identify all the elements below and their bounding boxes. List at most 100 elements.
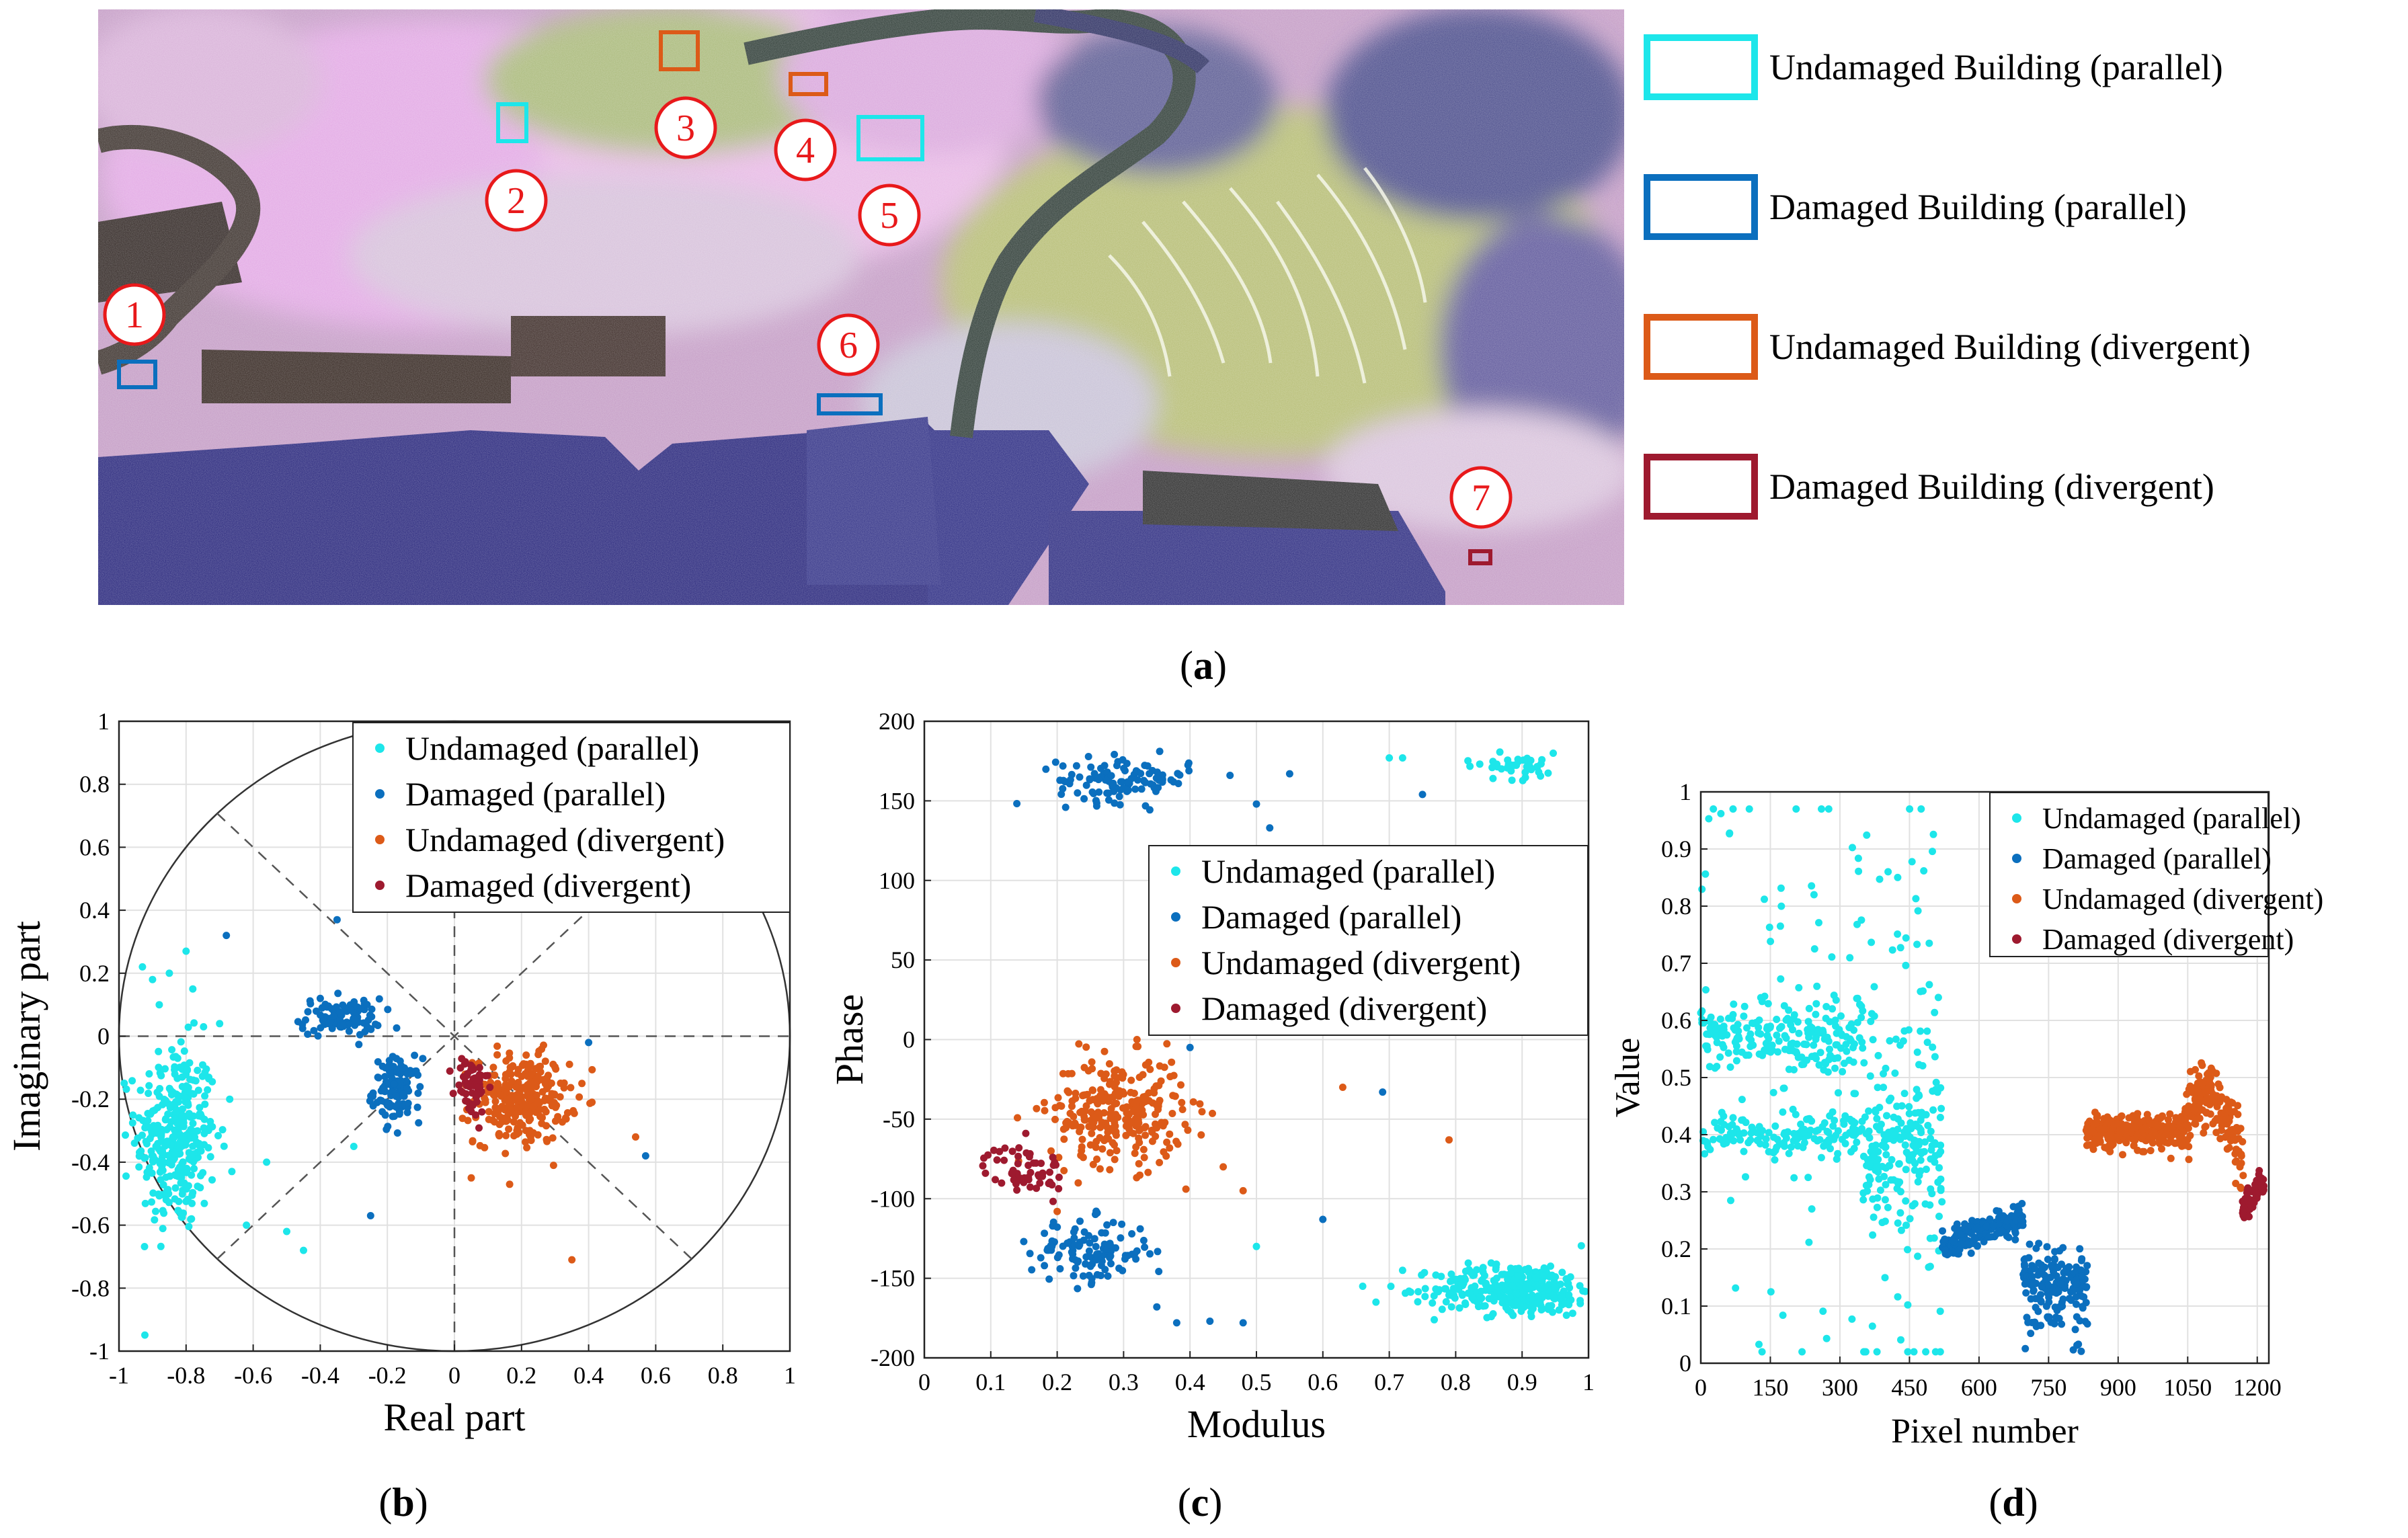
data-point xyxy=(1714,1124,1722,1132)
data-point xyxy=(130,1139,138,1147)
data-point xyxy=(197,1172,204,1180)
data-point xyxy=(1540,1264,1548,1272)
data-point xyxy=(188,1199,196,1207)
marker-label: 5 xyxy=(880,195,899,237)
data-point xyxy=(1702,1042,1710,1050)
data-point xyxy=(1914,907,1922,915)
x-tick-label: 0.8 xyxy=(708,1362,738,1389)
data-point xyxy=(1134,1043,1142,1051)
data-point xyxy=(2027,1330,2035,1338)
data-point xyxy=(1000,1156,1008,1164)
data-point xyxy=(1146,806,1154,814)
data-point xyxy=(1094,776,1102,784)
data-point xyxy=(350,1143,358,1150)
marker-circle xyxy=(817,313,880,376)
data-point xyxy=(1118,1220,1126,1228)
data-point xyxy=(1902,1197,1910,1205)
data-point xyxy=(2021,1344,2030,1352)
data-point xyxy=(1047,1242,1055,1250)
data-point xyxy=(1883,1112,1890,1120)
data-point xyxy=(171,1184,179,1192)
data-point xyxy=(1070,1241,1078,1249)
data-point xyxy=(2223,1145,2231,1153)
data-point xyxy=(499,1114,507,1122)
legend-label: Undamaged (parallel) xyxy=(2042,802,2301,835)
data-point xyxy=(1106,1149,1114,1157)
data-point xyxy=(1084,753,1092,760)
data-point xyxy=(1512,1265,1520,1273)
data-point xyxy=(179,1133,187,1141)
data-point xyxy=(2119,1151,2126,1159)
data-point xyxy=(1090,1113,1098,1121)
data-point xyxy=(1973,1242,1981,1250)
data-point xyxy=(2055,1315,2063,1322)
data-point xyxy=(391,1112,398,1121)
data-point xyxy=(194,1182,202,1190)
data-point xyxy=(208,1078,216,1086)
data-point xyxy=(1119,1071,1127,1078)
data-point xyxy=(1905,1110,1913,1118)
data-point xyxy=(1806,1115,1813,1123)
data-point xyxy=(1781,1129,1789,1137)
data-point xyxy=(1728,1014,1736,1022)
data-point xyxy=(1913,1094,1921,1102)
data-point xyxy=(1442,1298,1450,1306)
data-point xyxy=(1057,1102,1066,1110)
data-point xyxy=(1905,1026,1913,1034)
data-point xyxy=(1917,1027,1925,1035)
data-point xyxy=(2165,1116,2172,1124)
data-point xyxy=(1867,1018,1875,1025)
data-point xyxy=(184,1101,192,1109)
data-point xyxy=(528,1070,536,1078)
data-point xyxy=(491,1110,499,1118)
data-point xyxy=(1508,776,1516,784)
data-point xyxy=(472,1092,480,1100)
data-point xyxy=(1789,1047,1797,1055)
data-point xyxy=(1828,953,1836,961)
data-point xyxy=(152,1125,160,1133)
data-point xyxy=(2018,1200,2026,1207)
data-point xyxy=(570,1109,578,1117)
data-point xyxy=(1086,776,1094,784)
data-point xyxy=(505,1125,513,1133)
data-point xyxy=(1742,1173,1749,1181)
y-tick-label: 0.2 xyxy=(1661,1236,1691,1262)
data-point xyxy=(1041,1106,1049,1115)
marker-circle xyxy=(1449,466,1513,529)
data-point xyxy=(1749,1020,1757,1027)
data-point xyxy=(512,1109,520,1117)
data-point xyxy=(2243,1197,2251,1205)
data-point xyxy=(979,1162,987,1170)
data-point xyxy=(1917,1168,1924,1175)
data-point xyxy=(1730,1000,1738,1008)
data-point xyxy=(2224,1129,2232,1137)
data-point xyxy=(2083,1320,2091,1328)
data-point xyxy=(2054,1264,2062,1271)
data-point xyxy=(1776,922,1784,930)
data-point xyxy=(1053,1207,1061,1215)
marker-4: 4 xyxy=(774,118,837,181)
data-point xyxy=(1513,1297,1521,1305)
data-point xyxy=(1106,1241,1114,1249)
legend-item: Damaged (parallel) xyxy=(375,775,666,813)
data-point xyxy=(1938,1198,1946,1206)
data-point xyxy=(159,1166,167,1174)
data-point xyxy=(1076,773,1084,781)
data-point xyxy=(1107,1260,1115,1268)
data-point xyxy=(1087,1260,1095,1268)
legend-item: Undamaged (divergent) xyxy=(1171,944,1521,981)
y-tick-label: 200 xyxy=(879,708,915,735)
data-point xyxy=(1832,996,1840,1004)
data-point xyxy=(1886,1037,1894,1045)
data-point xyxy=(1885,1096,1893,1104)
data-point xyxy=(1184,761,1192,769)
data-point xyxy=(1041,1229,1049,1238)
data-point xyxy=(1914,1252,1922,1260)
data-point xyxy=(192,1127,200,1135)
series-points xyxy=(2082,1059,2247,1192)
data-point xyxy=(1711,1119,1719,1127)
data-point xyxy=(1496,748,1504,756)
data-point xyxy=(1479,1268,1487,1276)
legend-marker xyxy=(1171,958,1180,967)
y-tick-label: 150 xyxy=(879,787,915,814)
